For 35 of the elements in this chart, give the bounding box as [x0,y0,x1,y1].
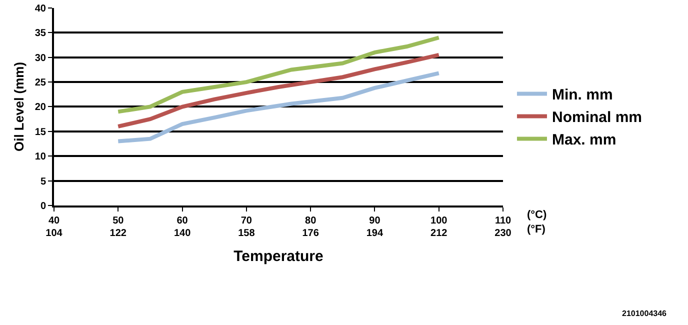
x2-tick-label: 194 [366,228,384,239]
line-series [116,71,441,144]
text: (°C) (°F) [527,209,548,236]
y-tick-label: 35 [34,28,46,40]
line-series [116,52,441,128]
x-tick-label: 110 [494,215,512,226]
x2-tick-label: 212 [430,228,448,239]
x-tick-label: 40 [48,215,60,226]
y-axis-title: Oil Level (mm) [11,62,26,152]
y-tick-label: 40 [34,4,46,14]
x-tick-label: 80 [305,215,317,226]
y-tick-label: 0 [40,200,46,212]
y-tick-label: 25 [34,78,46,89]
x2-tick-label: 230 [494,228,512,239]
x-tick-label: 50 [112,215,124,226]
x2-tick-label: 122 [110,228,127,239]
legend-label: Nominal mm [552,109,642,126]
y-tick-label: 20 [34,102,46,114]
x2-tick-label: 176 [302,228,320,239]
x-tick-label: 90 [369,215,381,226]
x-tick-label: 100 [430,215,448,226]
y-tick-label: 10 [34,152,46,163]
y-tick-label: 5 [40,176,46,188]
x-axis-title: Temperature [234,248,324,265]
line-series [116,36,441,114]
y-tick-label: 30 [34,52,46,64]
x2-tick-label: 104 [46,228,63,239]
x2-tick-label: 140 [174,228,192,239]
legend-label: Max. mm [552,132,616,149]
x-tick-label: 60 [176,215,188,226]
legend-label: Min. mm [552,86,613,104]
x2-tick-label: 158 [238,228,256,239]
y-tick-label: 15 [34,126,46,138]
x-tick-label: 70 [240,215,252,226]
text: 2101004346 [622,309,668,318]
